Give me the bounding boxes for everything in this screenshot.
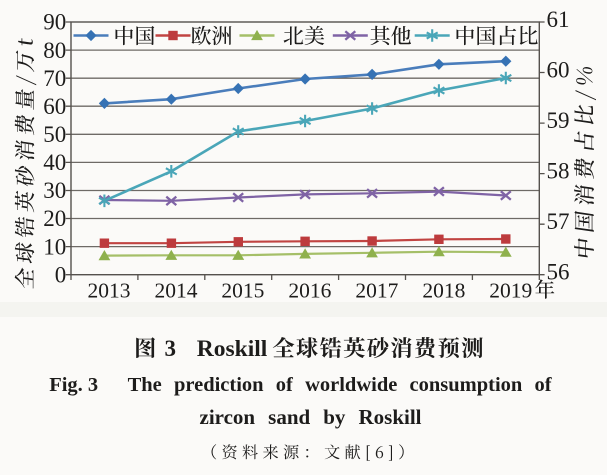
svg-text:90: 90 — [43, 10, 66, 35]
svg-text:2014: 2014 — [155, 279, 198, 303]
svg-text:2017: 2017 — [355, 279, 398, 303]
svg-text:60: 60 — [43, 94, 66, 119]
svg-text:56: 56 — [547, 260, 570, 285]
svg-text:The prediction of worldwide co: The prediction of worldwide consumption … — [128, 374, 553, 396]
svg-text:58: 58 — [547, 159, 570, 184]
svg-text:50: 50 — [43, 122, 66, 147]
svg-text:zircon sand by Roskill: zircon sand by Roskill — [200, 405, 422, 429]
svg-text:3: 3 — [165, 336, 177, 361]
svg-text:2013: 2013 — [88, 279, 131, 303]
svg-text:70: 70 — [43, 66, 66, 91]
svg-text:Fig. 3: Fig. 3 — [49, 374, 98, 396]
svg-text:10: 10 — [43, 234, 66, 259]
svg-text:2016: 2016 — [288, 279, 331, 303]
svg-text:20: 20 — [43, 206, 66, 231]
svg-text:2019: 2019 — [489, 279, 532, 303]
svg-text:Roskill: Roskill — [197, 336, 268, 362]
svg-text:2018: 2018 — [422, 279, 465, 303]
svg-text:61: 61 — [547, 7, 570, 32]
svg-text:80: 80 — [43, 38, 66, 63]
svg-text:40: 40 — [43, 150, 66, 175]
svg-text:30: 30 — [43, 178, 66, 203]
svg-text:57: 57 — [547, 209, 570, 234]
svg-text:2015: 2015 — [221, 279, 264, 303]
svg-text:60: 60 — [547, 58, 570, 83]
svg-text:0: 0 — [55, 262, 67, 287]
svg-text:59: 59 — [547, 108, 570, 133]
